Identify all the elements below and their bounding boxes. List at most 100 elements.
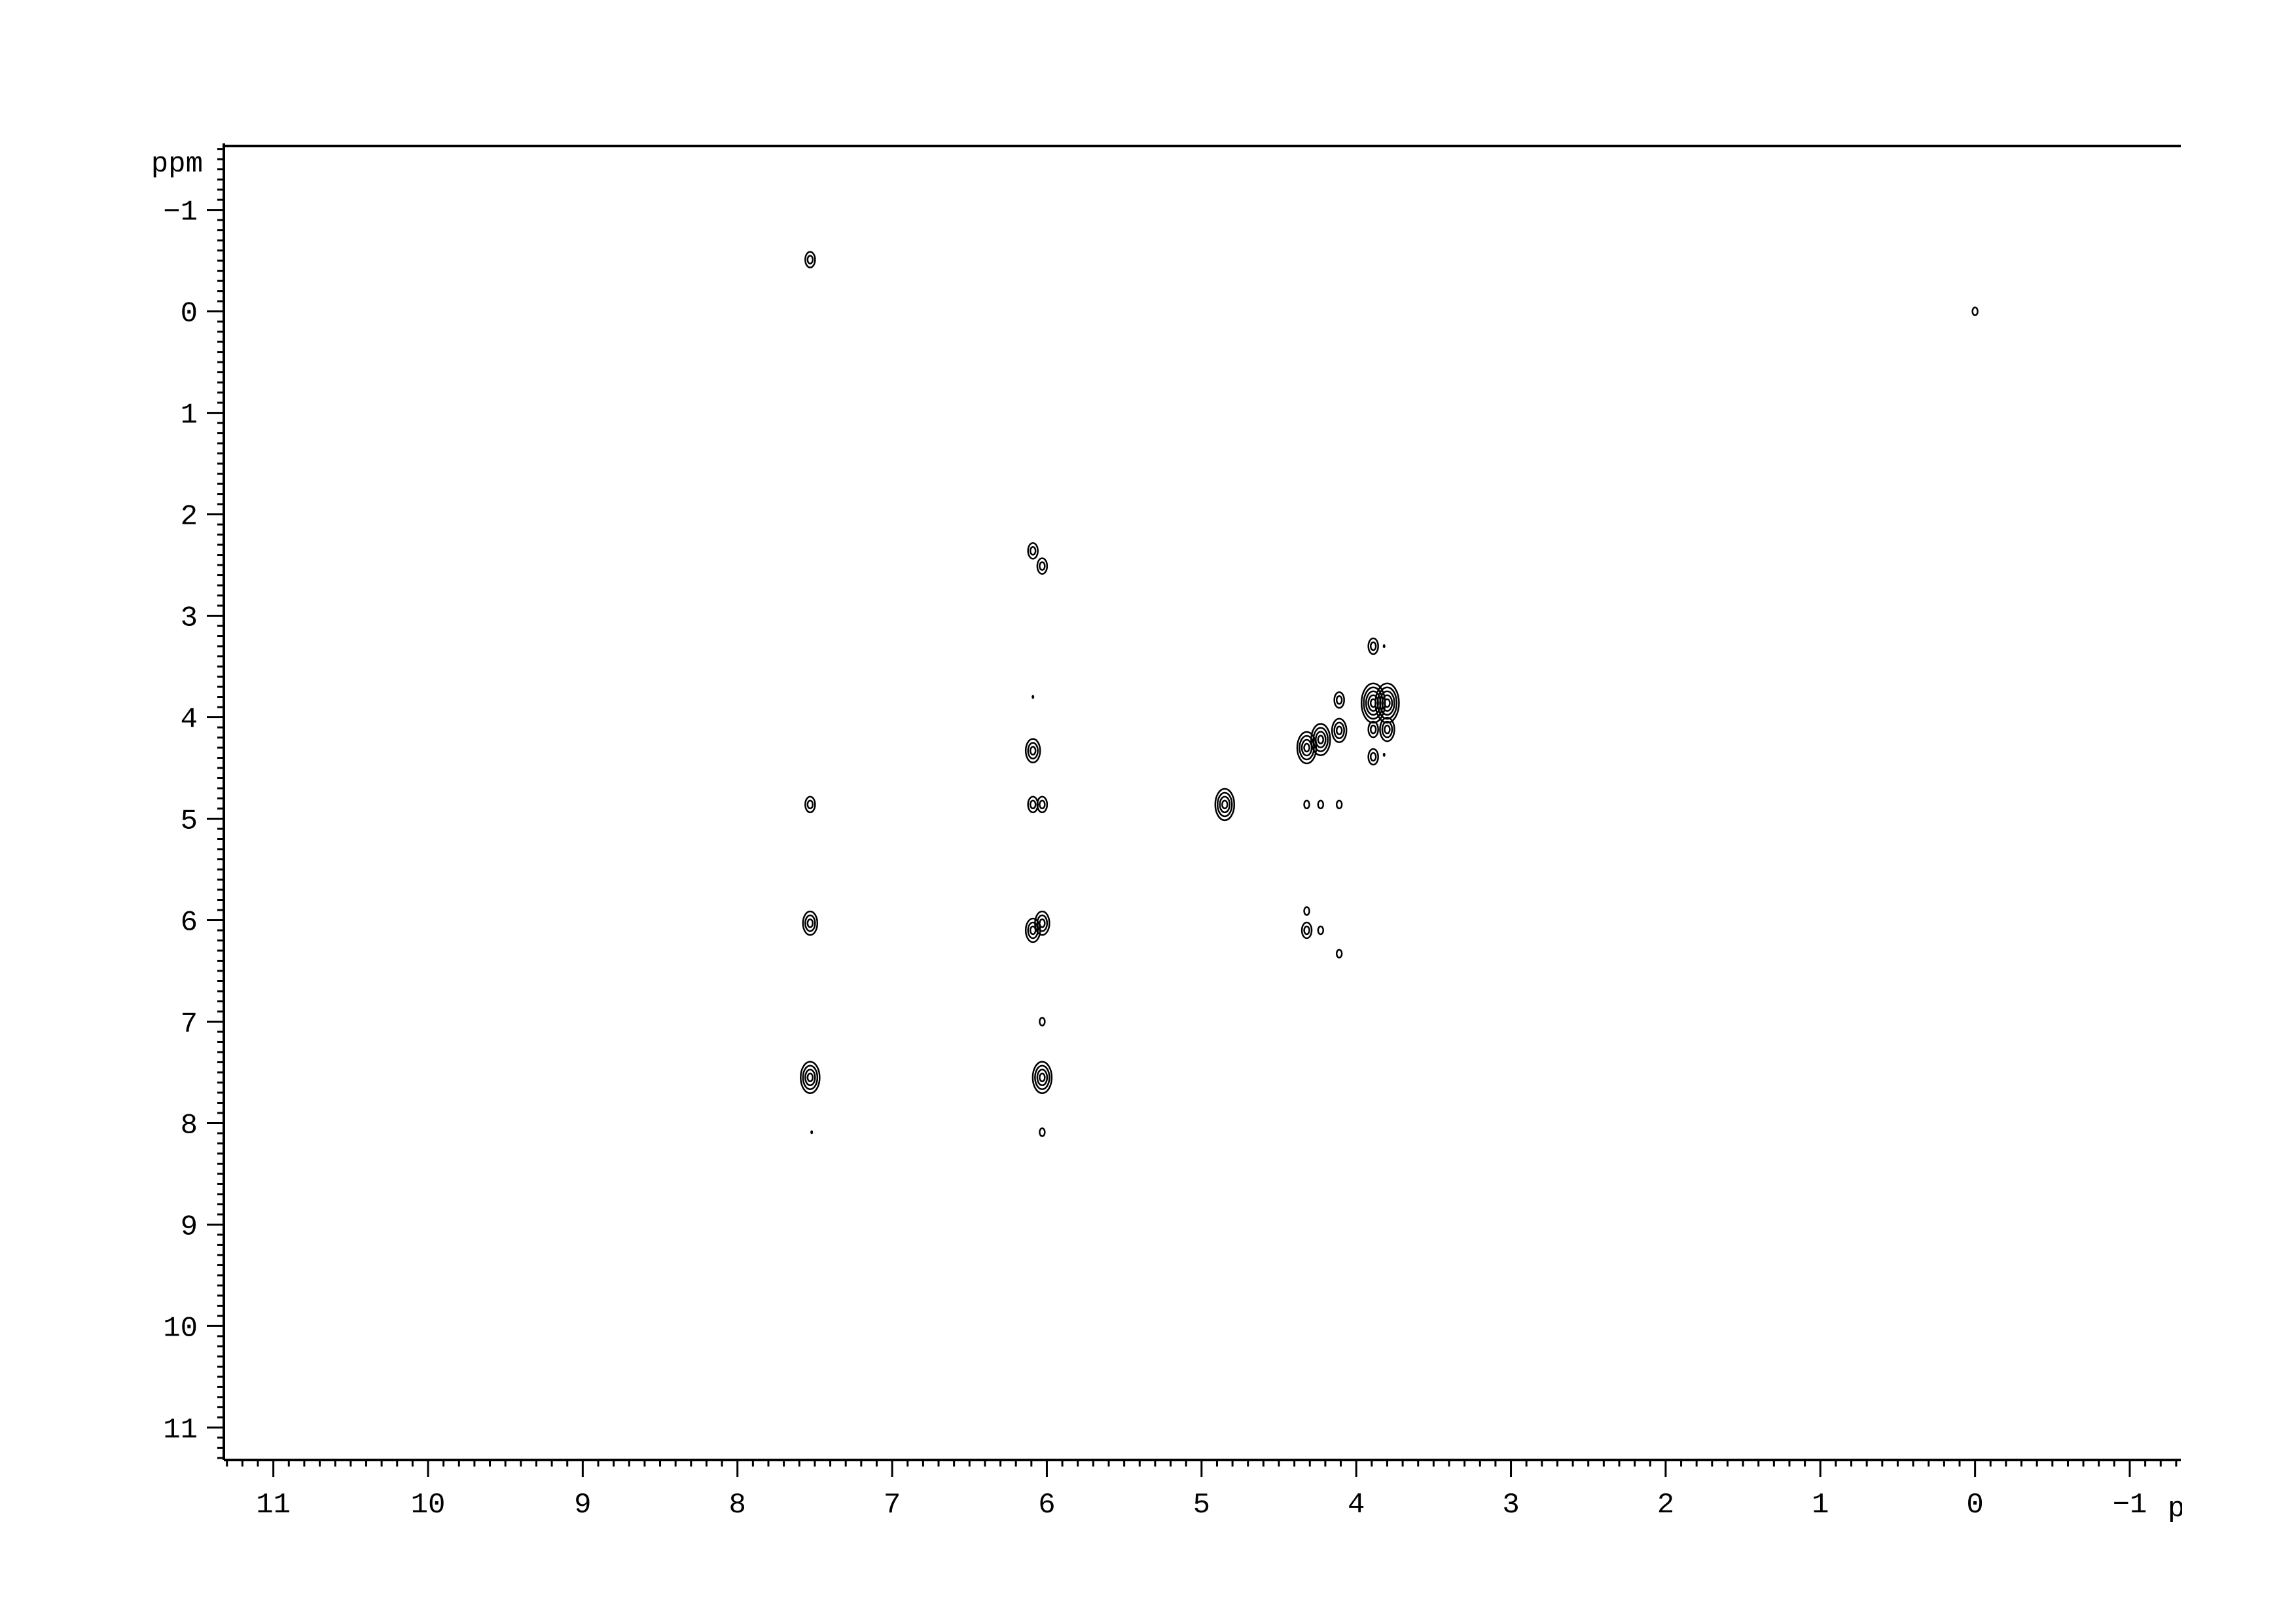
contour-level (806, 799, 814, 810)
contour-peak (1303, 799, 1310, 810)
contour-level (1369, 724, 1377, 735)
contour-level (1369, 641, 1377, 651)
contour-level (1039, 1017, 1046, 1027)
contour-level (1027, 921, 1039, 939)
contour-level (804, 795, 816, 814)
contour-level (804, 914, 816, 932)
contour-level (1384, 698, 1391, 708)
y-tick-label: 11 (163, 1413, 198, 1446)
contour-peak (1214, 788, 1236, 822)
contour-level (1379, 690, 1395, 716)
contour-level (1303, 799, 1310, 810)
contour-peak (1303, 906, 1310, 916)
contour-level (1381, 694, 1393, 712)
contour-peak (1036, 557, 1049, 575)
contour-level (1031, 1061, 1053, 1094)
contour-peak (1031, 695, 1035, 699)
contour-level (1367, 637, 1379, 655)
contour-level (1317, 735, 1325, 744)
contour-level (1335, 725, 1343, 735)
contour-level (1027, 742, 1039, 759)
contour-level (1036, 795, 1049, 814)
contour-level (1376, 686, 1398, 720)
contour-level (1029, 746, 1037, 756)
contour-peak (800, 1061, 821, 1094)
contour-level (800, 1061, 821, 1094)
y-tick-label: 2 (181, 501, 198, 534)
contour-level (1299, 735, 1315, 761)
contour-level (1317, 799, 1325, 810)
contour-level (1303, 906, 1310, 916)
contour-level (1039, 1072, 1046, 1082)
x-tick-label: 9 (574, 1489, 591, 1522)
contour-peak (1382, 644, 1386, 649)
contour-level (1036, 914, 1049, 932)
contour-level (1317, 925, 1325, 936)
contour-level (1379, 716, 1395, 742)
y-axis-label: ppm (151, 148, 203, 181)
contour-level (1036, 557, 1049, 575)
y-tick-label: 6 (181, 907, 198, 939)
contour-level (1217, 792, 1233, 818)
contour-level (1333, 721, 1345, 739)
contour-peak (1039, 1017, 1046, 1027)
contour-level (1315, 731, 1327, 748)
contour-level (1034, 910, 1050, 936)
contour-level (804, 1068, 816, 1086)
contour-level (1303, 742, 1310, 753)
contour-peak (1317, 925, 1325, 936)
contour-peak (1310, 723, 1331, 756)
contour-peak (1300, 921, 1313, 939)
contour-peak (1335, 799, 1343, 810)
y-tick-label: −1 (163, 196, 198, 229)
y-tick-label: 8 (181, 1109, 198, 1142)
contour-level (1214, 788, 1236, 822)
contour-peak (1379, 716, 1395, 742)
contour-level (1039, 561, 1046, 571)
peaks (800, 251, 1979, 1137)
contour-peak (1317, 799, 1325, 810)
contour-level (1369, 752, 1377, 762)
contour-level (1382, 752, 1386, 757)
contour-peak (1367, 748, 1379, 766)
contour-peak (1027, 542, 1039, 560)
contour-level (1331, 718, 1348, 743)
contour-peak (1367, 720, 1379, 739)
x-tick-label: 11 (256, 1489, 291, 1522)
y-tick-label: 9 (181, 1211, 198, 1243)
contour-level (1029, 799, 1037, 810)
contour-peak (1367, 637, 1379, 655)
contour-level (1039, 799, 1046, 810)
contour-level (806, 1072, 814, 1082)
contour-level (802, 1065, 819, 1090)
y-tick-label: 3 (181, 602, 198, 635)
contour-level (1031, 695, 1035, 699)
x-tick-label: 1 (1812, 1489, 1829, 1522)
contour-peak (1036, 795, 1049, 814)
x-tick-label: 3 (1502, 1489, 1519, 1522)
contour-level (804, 251, 816, 268)
contour-level (1382, 644, 1386, 649)
contour-level (1303, 925, 1310, 936)
x-tick-label: 2 (1657, 1489, 1674, 1522)
contour-level (806, 918, 814, 928)
contour-peak (810, 1130, 814, 1135)
contour-peak (1333, 691, 1345, 709)
x-tick-label: 8 (729, 1489, 746, 1522)
x-tick-label: 10 (411, 1489, 446, 1522)
contour-level (1971, 306, 1979, 316)
contour-level (1333, 691, 1345, 709)
y-tick-label: 10 (163, 1312, 198, 1345)
y-tick-label: 7 (181, 1008, 198, 1040)
contour-level (1384, 724, 1391, 735)
x-tick-label: 6 (1038, 1489, 1055, 1522)
y-tick-label: 4 (181, 704, 198, 737)
contour-level (1029, 925, 1037, 936)
contour-level (1312, 727, 1329, 752)
contour-level (1034, 1065, 1050, 1090)
contour-level (806, 255, 814, 264)
y-tick-label: 5 (181, 805, 198, 838)
contour-peak (1382, 752, 1386, 757)
